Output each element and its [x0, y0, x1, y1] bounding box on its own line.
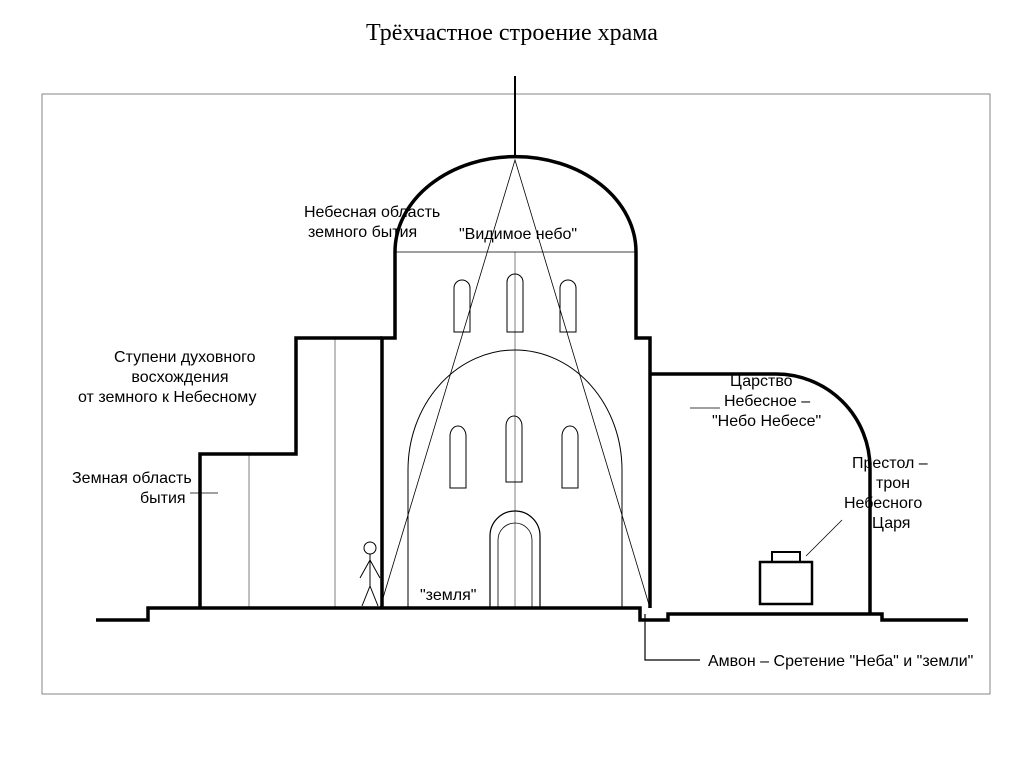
central-right-wall [636, 252, 650, 608]
altar-box [760, 562, 812, 604]
human-figure [360, 542, 380, 606]
label-ambo: Амвон – Сретение "Неба" и "земли" [708, 653, 973, 670]
label-celestial-1: Небесная область [304, 204, 440, 221]
label-throne-4: Царя [872, 515, 910, 532]
label-steps-2: восхождения [131, 369, 228, 386]
label-kingdom-2: Небесное – [724, 393, 810, 410]
label-throne-2: трон [876, 475, 910, 492]
central-left-wall [382, 252, 395, 608]
ground-line [96, 608, 968, 620]
label-steps-3: от земного к Небесному [78, 389, 256, 406]
label-visible-sky: "Видимое небо" [459, 226, 577, 243]
label-steps-1: Ступени духовного [114, 349, 256, 366]
labels-group: Небесная область земного бытия "Видимое … [72, 204, 973, 670]
temple-diagram: Небесная область земного бытия "Видимое … [0, 0, 1024, 767]
label-celestial-2: земного бытия [308, 224, 417, 241]
label-earth: "земля" [420, 587, 476, 604]
label-throne-3: Небесного [844, 495, 922, 512]
label-earth-zone-1: Земная область [72, 470, 192, 487]
altar-top [772, 552, 800, 562]
label-kingdom-1: Царство [730, 373, 793, 390]
label-earth-zone-2: бытия [140, 490, 186, 507]
label-kingdom-3: "Небо Небесе" [712, 413, 821, 430]
nave-windows [450, 416, 578, 488]
label-throne-1: Престол – [852, 455, 928, 472]
